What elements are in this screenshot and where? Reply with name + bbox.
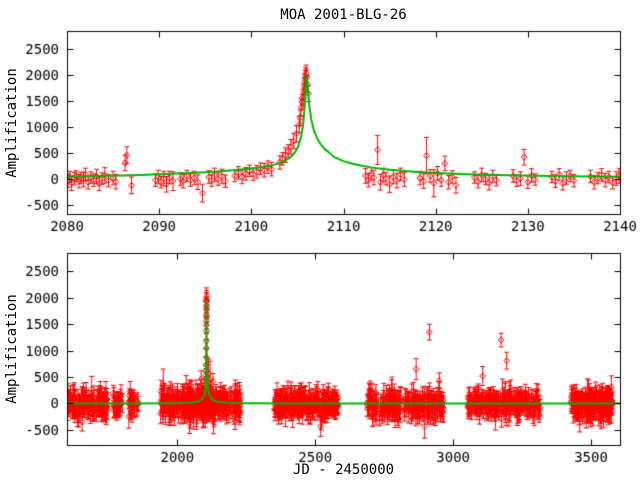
x-axis-label: JD - 2450000 — [292, 462, 395, 478]
chart-title: MOA 2001-BLG-26 — [280, 7, 407, 23]
bottom-panel-full-baseline-plot — [0, 240, 640, 480]
top-panel-event-zoom-plot — [0, 0, 640, 240]
bottom-panel-y-axis-label: Amplification — [4, 294, 20, 404]
